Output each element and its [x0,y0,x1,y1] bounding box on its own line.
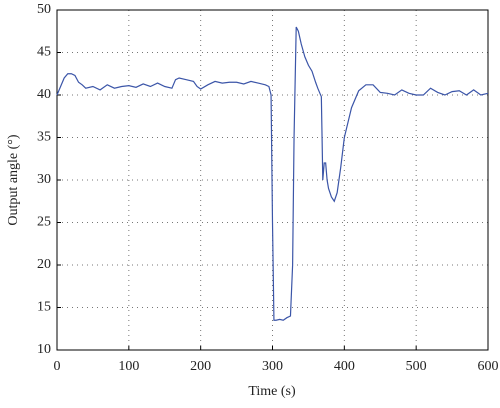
y-tick-label: 20 [37,257,51,272]
x-tick-label: 100 [118,359,139,374]
y-tick-label: 45 [37,45,51,60]
x-tick-label: 400 [334,359,355,374]
y-tick-label: 30 [37,172,51,187]
y-tick-label: 50 [37,2,51,17]
y-tick-label: 10 [37,342,51,357]
y-tick-label: 15 [37,300,51,315]
y-tick-label: 40 [37,87,51,102]
x-tick-label: 200 [190,359,211,374]
line [56,26,489,321]
y-tick-label: 35 [37,130,51,145]
x-tick-label: 0 [54,359,61,374]
x-axis-label: Time (s) [248,384,296,399]
x-tick-label: 500 [406,359,427,374]
x-tick-label: 300 [262,359,283,374]
x-tick-label: 600 [478,359,499,374]
y-axis-label: Output angle (°) [6,134,21,225]
plot-frame [56,9,489,351]
y-tick-label: 25 [37,215,51,230]
